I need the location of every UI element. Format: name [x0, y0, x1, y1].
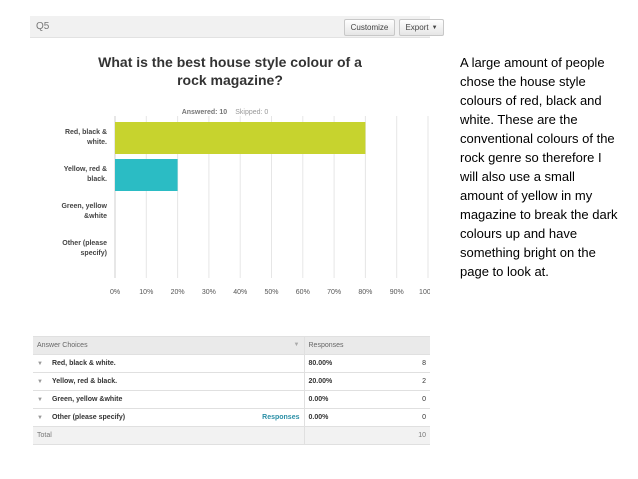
category-label: Other (please — [62, 240, 107, 247]
response-count: 0 — [404, 408, 430, 427]
total-count: 10 — [404, 426, 430, 445]
answered-skipped-line: Answered: 10 Skipped: 0 — [30, 109, 420, 116]
expand-caret-icon[interactable]: ▼ — [37, 361, 43, 367]
expand-caret-icon[interactable]: ▼ — [37, 415, 43, 421]
view-responses-link[interactable]: Responses — [262, 414, 300, 421]
responses-header[interactable]: Responses — [303, 336, 404, 355]
bar — [115, 159, 178, 191]
customize-label: Customize — [350, 23, 389, 32]
category-label: Red, black & — [65, 129, 107, 136]
responses-table: Answer Choices ▼ Responses ▼ Red, black & … — [33, 336, 430, 445]
expand-caret-icon[interactable]: ▼ — [37, 379, 43, 385]
answered-count: Answered: 10 — [181, 109, 228, 116]
table-row: ▼ Yellow, red & black. 20.00% 2 — [33, 372, 430, 391]
x-tick-label: 100% — [419, 289, 430, 296]
survey-results-panel: Q5 Customize Export ▼ What is the best h… — [30, 16, 444, 445]
bar — [115, 122, 366, 154]
response-percent: 0.00% — [308, 414, 329, 421]
question-title: What is the best house style colour of a… — [98, 54, 362, 88]
category-label: Yellow, red & — [64, 166, 107, 173]
table-row: ▼ Green, yellow &white 0.00% 0 — [33, 390, 430, 409]
category-label: specify) — [81, 250, 107, 257]
response-percent: 20.00% — [308, 378, 333, 385]
category-label: Green, yellow — [61, 203, 107, 210]
answer-choice-label: Red, black & white. — [51, 360, 116, 367]
skipped-count: Skipped: 0 — [235, 109, 269, 116]
x-tick-label: 90% — [390, 289, 404, 296]
x-tick-label: 30% — [202, 289, 216, 296]
table-row: ▼ Red, black & white. 80.00% 8 — [33, 354, 430, 373]
answer-choice-label: Green, yellow &white — [51, 396, 123, 403]
expand-caret-icon[interactable]: ▼ — [37, 397, 43, 403]
question-number: Q5 — [36, 21, 50, 32]
response-percent: 80.00% — [308, 360, 333, 367]
bar-chart: 0% 10% 20% 30% 40% 50% 60% 70% 80% 90% 100% Red, bl… — [61, 116, 430, 296]
answer-choice-label: Other (please specify) — [51, 414, 126, 421]
export-label: Export — [405, 23, 429, 32]
export-button[interactable]: Export ▼ — [399, 19, 444, 36]
table-row: ▼ Other (please specify) Responses 0.00% 0 — [33, 408, 430, 427]
x-tick-label: 20% — [171, 289, 185, 296]
category-label: &white — [84, 213, 107, 220]
category-label: white. — [86, 139, 107, 146]
count-header — [404, 336, 430, 355]
response-percent: 0.00% — [308, 396, 329, 403]
description-text: A large amount of people chose the house… — [460, 55, 618, 279]
x-tick-label: 50% — [264, 289, 278, 296]
x-tick-label: 40% — [233, 289, 247, 296]
sort-caret-icon[interactable]: ▼ — [293, 342, 300, 348]
x-tick-label: 70% — [327, 289, 341, 296]
table-header-row: Answer Choices ▼ Responses — [33, 336, 430, 355]
response-count: 0 — [404, 390, 430, 409]
x-tick-label: 60% — [296, 289, 310, 296]
response-count: 2 — [404, 372, 430, 391]
x-tick-label: 80% — [358, 289, 372, 296]
category-label: black. — [87, 176, 107, 183]
x-tick-label: 10% — [139, 289, 153, 296]
table-total-row: Total 10 — [33, 426, 430, 445]
x-tick-label: 0% — [110, 289, 120, 296]
panel-header: Q5 Customize Export ▼ — [30, 16, 444, 38]
caret-down-icon: ▼ — [431, 24, 438, 31]
answer-choice-label: Yellow, red & black. — [51, 378, 118, 385]
answer-choices-header[interactable]: Answer Choices ▼ — [33, 336, 304, 355]
response-count: 8 — [404, 354, 430, 373]
customize-button[interactable]: Customize — [344, 19, 395, 36]
total-label: Total — [33, 426, 304, 445]
